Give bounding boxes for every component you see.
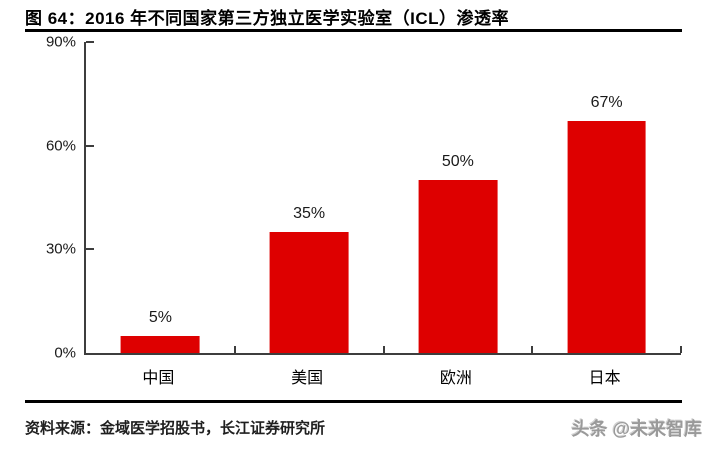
y-tick-mark bbox=[86, 144, 94, 147]
y-tick-label: 30% bbox=[45, 240, 76, 258]
x-category-label: 日本 bbox=[588, 370, 621, 387]
bar-column: 50% bbox=[384, 42, 533, 353]
bar-3 bbox=[418, 180, 498, 353]
x-category-label: 美国 bbox=[291, 370, 324, 387]
y-tick-label: 60% bbox=[45, 137, 76, 155]
y-tick-label: 0% bbox=[54, 344, 76, 362]
bar-value-label: 5% bbox=[148, 308, 172, 326]
source-note: 资料来源：金域医学招股书，长江证券研究所 bbox=[25, 420, 326, 437]
bar-4 bbox=[567, 121, 647, 353]
x-axis-labels: 中国 美国 欧洲 日本 bbox=[84, 364, 679, 388]
figure-title: 图 64：2016 年不同国家第三方独立医学实验室（ICL）渗透率 bbox=[25, 9, 510, 28]
x-tick-mark bbox=[382, 346, 385, 353]
y-tick-label: 90% bbox=[45, 33, 76, 51]
bar-value-label: 67% bbox=[590, 94, 623, 112]
x-tick-mark bbox=[680, 346, 682, 353]
x-tick-mark bbox=[233, 346, 236, 353]
bar-column: 35% bbox=[235, 42, 384, 353]
bar-value-label: 35% bbox=[293, 205, 326, 223]
y-tick-mark bbox=[86, 248, 94, 251]
bar-1 bbox=[120, 335, 200, 353]
x-category-label: 欧洲 bbox=[439, 370, 472, 387]
y-tick-mark bbox=[86, 41, 94, 43]
watermark: 头条 @未来智库 bbox=[571, 419, 702, 439]
bar-value-label: 50% bbox=[441, 153, 474, 171]
bottom-divider bbox=[25, 400, 682, 403]
bar-column: 5% bbox=[86, 42, 235, 353]
bar-column: 67% bbox=[532, 42, 681, 353]
title-divider bbox=[25, 29, 682, 32]
y-axis-labels: 0% 30% 60% 90% bbox=[0, 34, 76, 362]
x-tick-mark bbox=[531, 346, 534, 353]
x-category-label: 中国 bbox=[142, 370, 175, 387]
plot-area: 5% 35% 50% 67% bbox=[84, 41, 682, 355]
bar-2 bbox=[269, 232, 349, 353]
